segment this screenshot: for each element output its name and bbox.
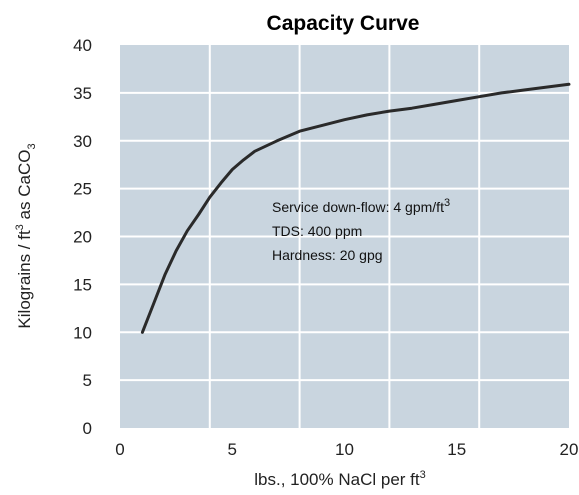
y-tick-label: 40 bbox=[73, 36, 92, 55]
y-tick-label: 25 bbox=[73, 180, 92, 199]
x-tick-label: 5 bbox=[228, 440, 237, 459]
y-tick-label: 15 bbox=[73, 275, 92, 294]
y-axis-ticks: 0 5 10 15 20 25 30 35 40 bbox=[73, 36, 92, 438]
grid-lines bbox=[120, 45, 569, 428]
y-tick-label: 35 bbox=[73, 84, 92, 103]
y-tick-label: 0 bbox=[83, 419, 92, 438]
annotation-hardness: Hardness: 20 gpg bbox=[272, 247, 383, 263]
x-tick-label: 20 bbox=[560, 440, 579, 459]
y-tick-label: 10 bbox=[73, 323, 92, 342]
x-tick-label: 10 bbox=[335, 440, 354, 459]
y-tick-label: 20 bbox=[73, 228, 92, 247]
capacity-curve-line bbox=[140, 82, 571, 334]
x-axis-label: lbs., 100% NaCl per ft3 bbox=[254, 469, 425, 489]
annotation-service-flow: Service down-flow: 4 gpm/ft3 bbox=[272, 197, 450, 215]
y-axis-label: Kilograins / ft3 as CaCO3 bbox=[14, 143, 38, 328]
chart-title: Capacity Curve bbox=[267, 12, 420, 35]
y-tick-label: 30 bbox=[73, 132, 92, 151]
y-tick-label: 5 bbox=[83, 371, 92, 390]
x-tick-label: 0 bbox=[115, 440, 124, 459]
x-axis-ticks: 0 5 10 15 20 bbox=[115, 440, 578, 459]
x-tick-label: 15 bbox=[447, 440, 466, 459]
annotation-tds: TDS: 400 ppm bbox=[272, 223, 362, 239]
